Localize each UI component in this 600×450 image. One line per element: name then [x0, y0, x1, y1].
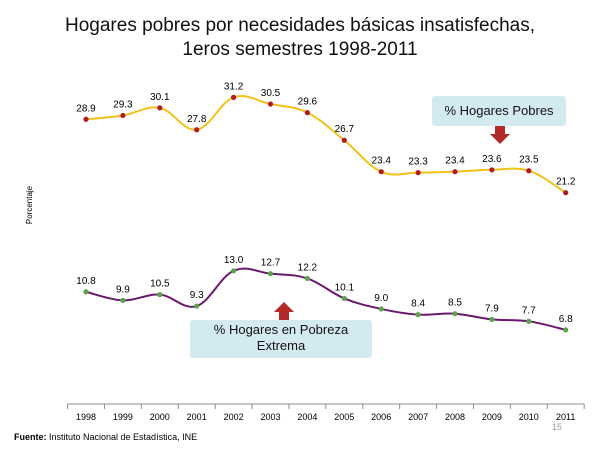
data-label-pobres: 23.4: [445, 156, 465, 167]
data-label-extrema: 9.3: [190, 290, 204, 301]
x-tick-label: 2004: [297, 412, 317, 422]
data-label-extrema: 9.0: [374, 293, 388, 304]
callout-pobreza-extrema-label: % Hogares en Pobreza Extrema: [190, 320, 372, 358]
data-point-pobres: [157, 105, 163, 111]
x-tick-label: 2011: [556, 412, 575, 422]
data-point-extrema: [194, 303, 200, 309]
y-axis-label: Porcentaje: [25, 185, 34, 224]
data-label-pobres: 23.6: [482, 154, 502, 165]
data-point-pobres: [489, 167, 495, 173]
data-point-pobres: [267, 101, 274, 107]
series-line-extrema: [85, 267, 566, 331]
data-label-pobres: 23.3: [408, 157, 428, 168]
data-label-extrema: 13.0: [224, 255, 244, 266]
data-label-extrema: 7.9: [485, 303, 499, 314]
data-point-pobres: [563, 190, 569, 196]
data-label-pobres: 21.2: [556, 177, 576, 188]
x-tick-label: 2010: [519, 412, 539, 422]
data-label-extrema: 10.5: [150, 279, 170, 290]
data-label-extrema: 6.8: [559, 314, 573, 325]
callout-hogares-pobres: % Hogares Pobres: [432, 96, 566, 126]
data-point-extrema: [120, 297, 126, 303]
data-label-extrema: 9.9: [116, 284, 130, 295]
data-point-extrema: [563, 327, 569, 333]
data-point-extrema: [267, 271, 274, 277]
data-label-extrema: 8.4: [411, 299, 425, 310]
data-label-extrema: 10.1: [335, 282, 355, 293]
x-tick-label: 2007: [408, 412, 428, 422]
data-label-extrema: 7.7: [522, 305, 536, 316]
source-note: Fuente: Instituto Nacional de Estadístic…: [14, 432, 197, 442]
data-point-pobres: [378, 169, 384, 175]
data-point-pobres: [194, 127, 200, 133]
data-point-pobres: [415, 170, 421, 176]
data-label-pobres: 30.1: [150, 92, 170, 103]
data-point-pobres: [231, 94, 237, 100]
data-point-pobres: [452, 169, 458, 175]
chart-title-line-1: Hogares pobres por necesidades básicas i…: [65, 15, 535, 36]
data-point-extrema: [157, 292, 163, 298]
data-label-pobres: 31.2: [224, 81, 244, 92]
x-tick-label: 2008: [445, 412, 465, 422]
x-tick-label: 1998: [76, 412, 96, 422]
data-point-extrema: [231, 268, 237, 274]
data-label-extrema: 12.2: [298, 262, 318, 273]
x-tick-label: 2005: [334, 412, 354, 422]
data-point-pobres: [83, 116, 89, 122]
data-label-pobres: 23.4: [371, 156, 391, 167]
arrow-up-icon: [274, 302, 294, 320]
data-label-pobres: 28.9: [76, 103, 96, 114]
data-point-extrema: [341, 295, 347, 302]
data-label-pobres: 30.5: [261, 88, 281, 99]
data-point-extrema: [304, 275, 310, 282]
data-label-pobres: 27.8: [187, 114, 207, 125]
data-label-pobres: 26.7: [335, 124, 355, 135]
data-point-pobres: [120, 112, 126, 119]
callout-pobreza-extrema: % Hogares en Pobreza Extrema: [190, 320, 372, 358]
data-label-extrema: 12.7: [261, 258, 281, 269]
arrow-down-icon: [490, 126, 510, 144]
data-label-pobres: 29.6: [298, 97, 318, 108]
x-tick-label: 2006: [371, 412, 391, 422]
data-point-extrema: [526, 318, 532, 324]
x-tick-label: 2003: [260, 412, 280, 422]
x-tick-label: 2009: [482, 412, 502, 422]
data-point-pobres: [304, 110, 310, 116]
x-tick-label: 2001: [187, 412, 207, 422]
series-line-pobres: [85, 95, 567, 194]
data-point-pobres: [341, 137, 347, 143]
x-tick-label: 2000: [150, 412, 170, 422]
chart-title: Hogares pobres por necesidades básicas i…: [0, 14, 600, 62]
data-point-extrema: [452, 311, 458, 317]
chart-title-line-2: 1eros semestres 1998-2011: [182, 39, 418, 60]
source-label: Fuente:: [14, 432, 47, 442]
data-label-pobres: 29.3: [113, 99, 133, 110]
source-text: Instituto Nacional de Estadística, INE: [46, 432, 198, 442]
x-tick-label: 1999: [113, 412, 133, 422]
data-point-extrema: [415, 312, 421, 318]
data-point-extrema: [489, 316, 495, 323]
data-point-pobres: [526, 168, 532, 174]
data-label-pobres: 23.5: [519, 155, 539, 166]
data-label-extrema: 10.8: [76, 276, 96, 287]
data-point-extrema: [83, 289, 89, 295]
callout-hogares-pobres-label: % Hogares Pobres: [432, 96, 566, 126]
page-number: 15: [552, 422, 563, 432]
data-point-extrema: [378, 306, 384, 312]
x-tick-label: 2002: [224, 412, 244, 422]
data-label-extrema: 8.5: [448, 298, 462, 309]
